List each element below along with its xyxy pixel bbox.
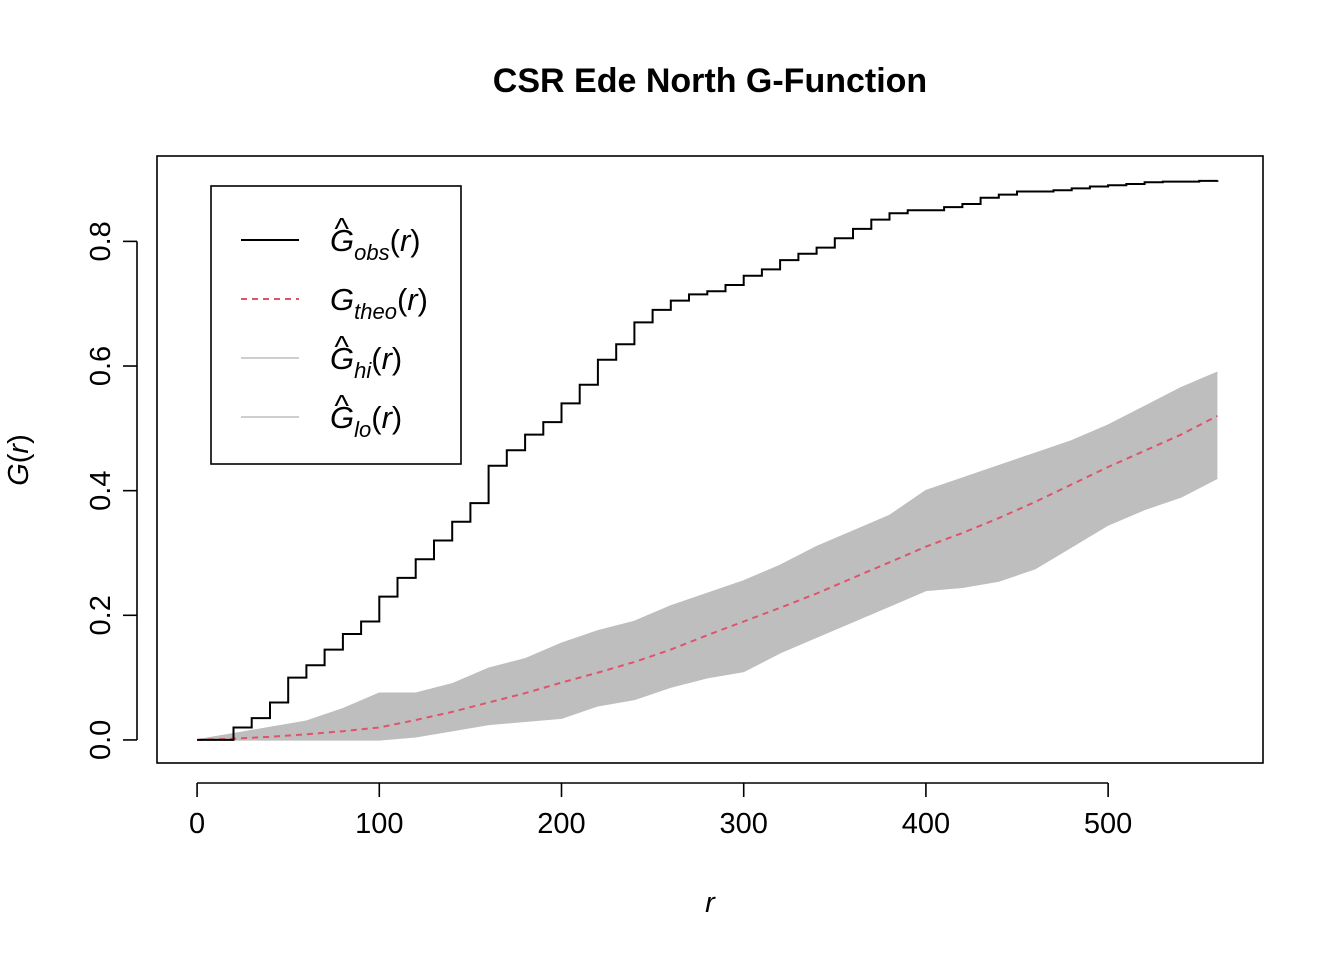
x-tick-label: 200: [537, 808, 585, 840]
chart-title: CSR Ede North G-Function: [493, 62, 927, 100]
y-tick-label: 0.6: [85, 346, 117, 386]
y-tick-label: 0.0: [85, 720, 117, 760]
x-tick-label: 300: [720, 808, 768, 840]
legend-hat: ^: [334, 211, 349, 246]
legend-item-theo: Gtheo(r): [241, 282, 428, 324]
y-axis: 0.0 0.2 0.4 0.6 0.8: [85, 221, 138, 760]
series-lo-line: [197, 477, 1218, 741]
plot-layer: [196, 179, 1219, 741]
y-tick-label: 0.2: [85, 595, 117, 635]
series-hi-line: [196, 371, 1218, 741]
y-axis-label: G(r): [3, 434, 35, 486]
x-axis: 0 100 200 300 400 500: [189, 782, 1132, 840]
legend: Gobs(r)^Gtheo(r)Ghi(r)^Glo(r)^: [210, 185, 462, 465]
legend-hat: ^: [334, 329, 349, 364]
x-tick-label: 500: [1084, 808, 1132, 840]
legend-label: Gtheo(r): [330, 282, 428, 324]
series-theo-line: [197, 415, 1218, 741]
legend-label: Gobs(r): [330, 223, 421, 265]
y-tick-label: 0.8: [85, 221, 117, 261]
x-tick-label: 400: [902, 808, 950, 840]
legend-hat: ^: [334, 388, 349, 423]
legend-item-lo: Glo(r)^: [241, 388, 402, 442]
legend-label: Glo(r): [330, 400, 402, 442]
x-tick-label: 0: [189, 808, 205, 840]
plot-frame: [156, 155, 1264, 764]
envelope-band: [197, 372, 1218, 740]
y-tick-label: 0.4: [85, 471, 117, 511]
x-axis-label: r: [705, 887, 716, 919]
legend-label: Ghi(r): [330, 341, 402, 383]
series-obs-line: [197, 179, 1219, 741]
legend-item-hi: Ghi(r)^: [241, 329, 402, 383]
legend-item-obs: Gobs(r)^: [241, 211, 421, 265]
x-tick-label: 100: [355, 808, 403, 840]
